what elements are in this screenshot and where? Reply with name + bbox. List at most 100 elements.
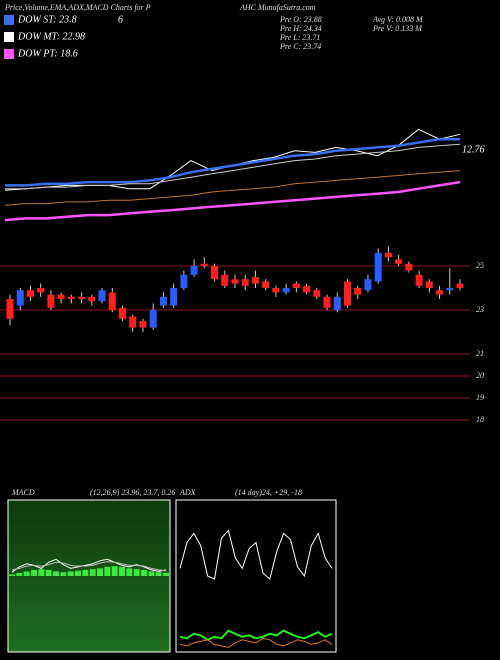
candle-body <box>395 259 403 264</box>
stat: Pre H: 24.34 <box>279 24 322 33</box>
candle-body <box>292 283 300 288</box>
histogram-bar <box>148 571 155 576</box>
candle-body <box>272 288 280 293</box>
histogram-bar <box>60 572 67 576</box>
adx-line <box>179 529 333 580</box>
candle-body <box>221 274 229 286</box>
candle-body <box>282 288 290 293</box>
candle-body <box>323 296 331 308</box>
candle-body <box>425 281 433 288</box>
stat: Avg V: 0.008 M <box>372 15 424 24</box>
candle-body <box>108 292 116 310</box>
y-tick-label: 21 <box>476 349 484 358</box>
legend-label: DOW ST: 23.8 <box>17 14 77 25</box>
histogram-bar <box>141 569 147 576</box>
histogram-bar <box>82 569 89 576</box>
candle-body <box>211 266 219 280</box>
candle-body <box>364 279 372 291</box>
stat: Pre O: 23.88 <box>279 15 322 24</box>
y-tick-label: 23 <box>476 305 484 314</box>
ema-line <box>4 180 461 222</box>
histogram-bar <box>163 572 169 576</box>
candle-body <box>241 279 249 286</box>
candle-body <box>6 299 14 319</box>
legend-label: DOW PT: 18.6 <box>17 48 78 59</box>
ema-line <box>5 143 461 190</box>
histogram-bar <box>111 566 118 576</box>
candle-body <box>98 290 106 302</box>
panel-label: ADX <box>179 488 197 497</box>
candle-body <box>456 283 464 288</box>
candle-body <box>354 288 362 295</box>
candle-body <box>384 252 392 258</box>
histogram-bar <box>97 568 103 576</box>
candle-body <box>446 288 454 291</box>
candle-body <box>119 307 126 319</box>
title-left: Price,Volume,EMA,ADX,MACD Charts for P <box>4 3 151 12</box>
histogram-bar <box>16 572 23 576</box>
candle-body <box>57 294 65 299</box>
panel-params: (12,26,9) 23.96, 23.7, 0.26 <box>90 488 175 497</box>
plus-di-line <box>179 629 333 641</box>
histogram-bar <box>104 566 111 576</box>
legend-swatch <box>4 15 14 25</box>
candle-body <box>303 285 311 293</box>
histogram-bar <box>31 569 37 576</box>
legend-swatch <box>4 32 14 42</box>
candle-body <box>78 296 86 299</box>
title-right: AHC MunafaSutra.com <box>239 3 316 12</box>
histogram-bar <box>75 570 81 576</box>
histogram-bar <box>38 569 45 576</box>
signal-line <box>11 561 167 572</box>
candle-body <box>159 296 167 306</box>
histogram-bar <box>155 572 162 576</box>
histogram-bar <box>23 571 30 576</box>
y-tick-label: 19 <box>476 393 484 402</box>
annotation: 12.76 <box>462 144 485 155</box>
candle-body <box>200 263 208 266</box>
histogram-bar <box>53 571 59 576</box>
legend-label: DOW MT: 22.98 <box>17 31 85 42</box>
ema-line <box>4 170 461 206</box>
candle-body <box>415 274 423 286</box>
histogram-bar <box>67 571 74 576</box>
minus-di-line <box>179 637 333 648</box>
candle-body <box>149 310 157 328</box>
panel-label: MACD <box>11 488 35 497</box>
y-tick-label: 20 <box>476 371 484 380</box>
candle-body <box>231 279 239 284</box>
candle-body <box>405 263 413 271</box>
candle-body <box>139 321 147 328</box>
histogram-bar <box>133 569 140 576</box>
candle-body <box>47 294 55 308</box>
stat: Pre C: 23.74 <box>279 42 321 51</box>
histogram-bar <box>9 574 15 576</box>
y-tick-label: 25 <box>476 261 484 270</box>
candle-body <box>88 296 96 302</box>
candle-body <box>344 281 351 306</box>
histogram-bar <box>119 566 125 576</box>
y-tick-label: 18 <box>476 415 484 424</box>
candle-body <box>16 290 24 306</box>
stat: Pre L: 23.71 <box>279 33 320 42</box>
candle-body <box>436 290 444 295</box>
histogram-bar <box>45 569 52 576</box>
candle-body <box>26 290 34 297</box>
candle-body <box>333 296 341 310</box>
legend-label: 6 <box>118 14 123 25</box>
candle-body <box>262 281 270 288</box>
candle-body <box>37 288 45 293</box>
adx-panel <box>175 499 337 653</box>
candle-body <box>313 290 321 297</box>
histogram-bar <box>89 569 96 576</box>
candle-body <box>180 274 188 288</box>
histogram-bar <box>126 568 133 576</box>
candle-body <box>170 288 178 306</box>
legend-swatch <box>4 49 14 59</box>
candle-body <box>67 296 75 299</box>
candle-body <box>251 277 259 284</box>
panel-params: (14 day)24, +29, -18 <box>235 488 302 497</box>
candle-body <box>190 266 198 275</box>
ema-line <box>5 137 460 187</box>
stat: Pre V: 0.133 M <box>372 24 423 33</box>
